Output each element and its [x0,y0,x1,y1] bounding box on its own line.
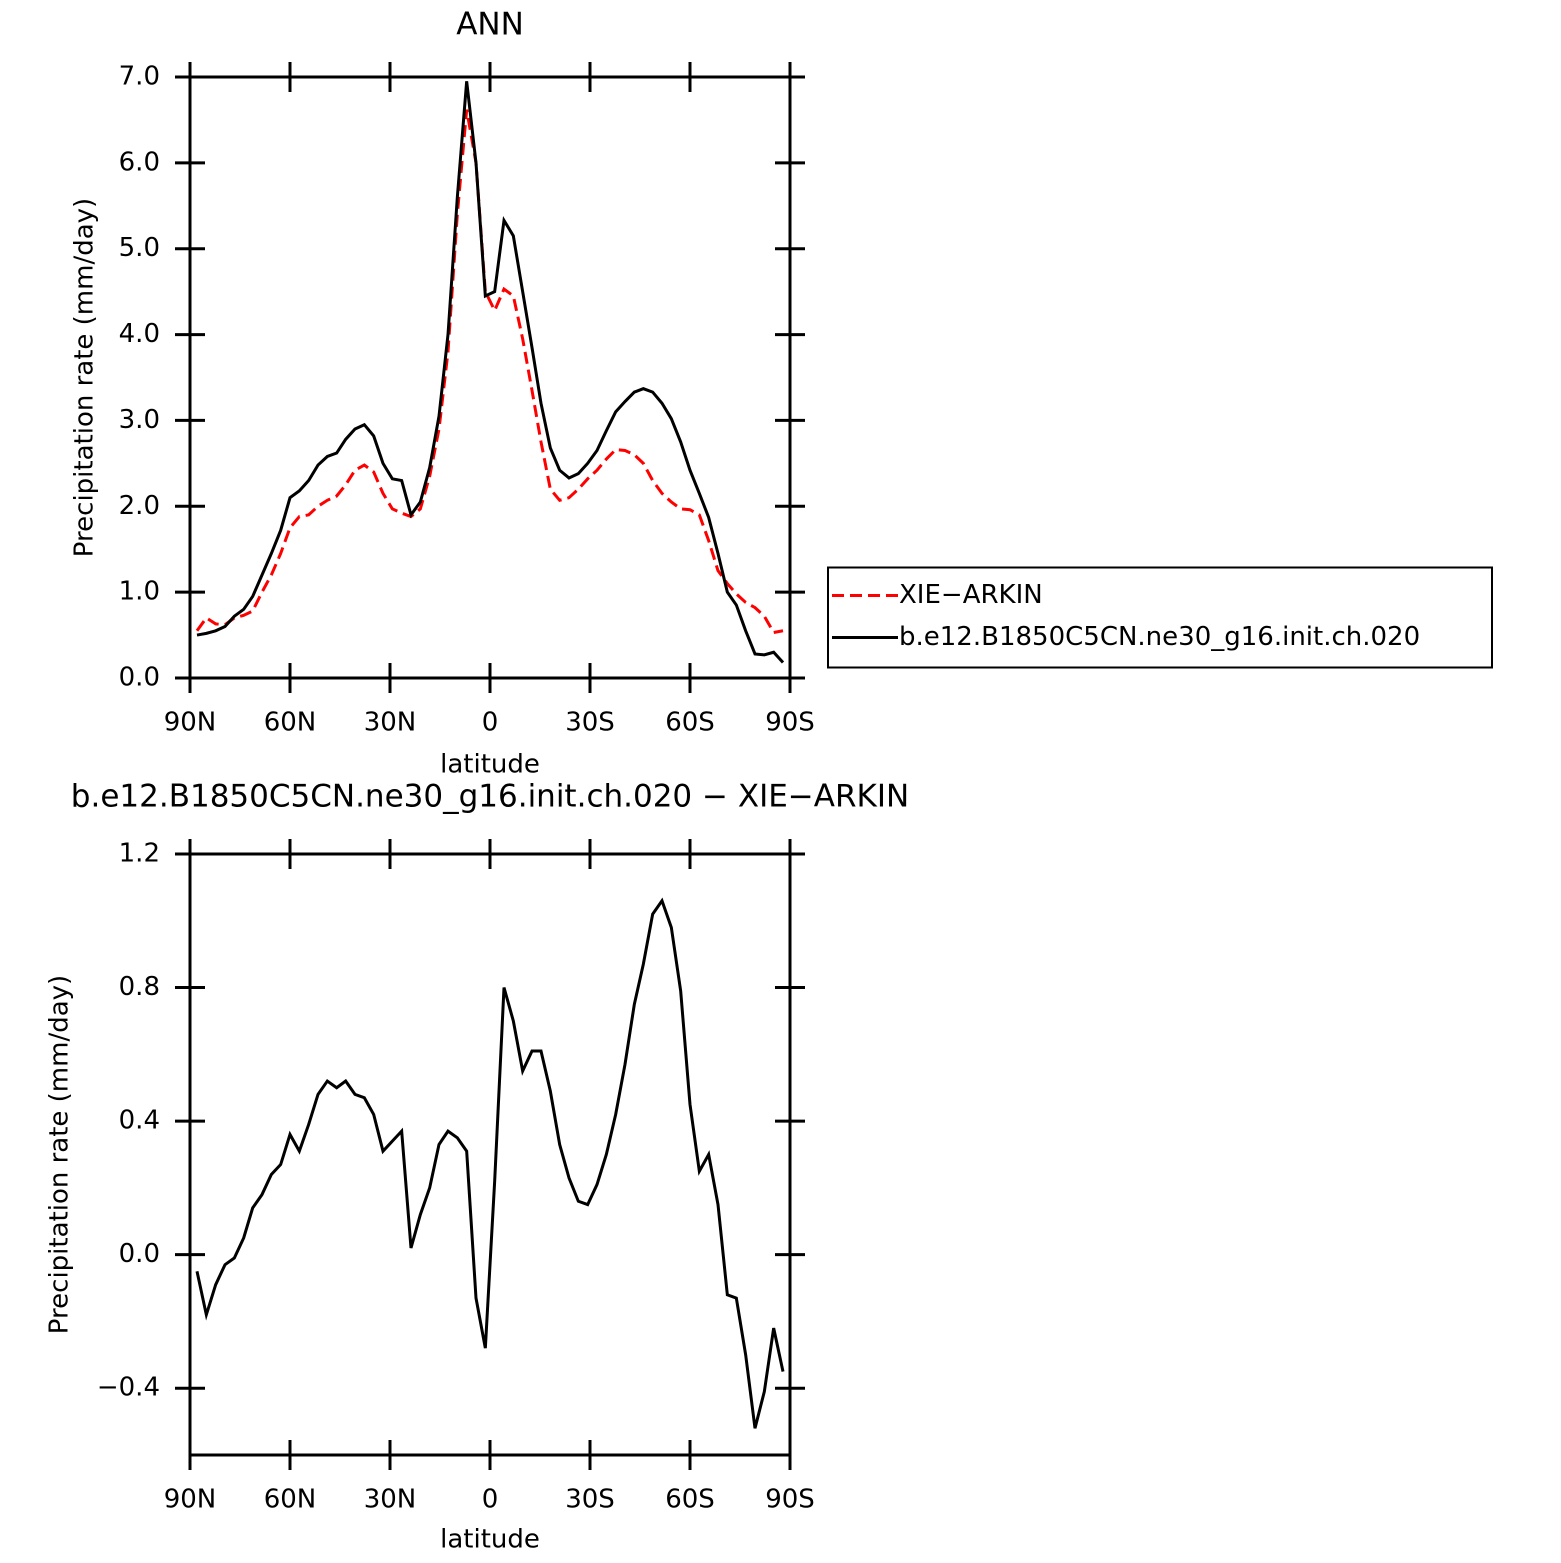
y-tick-label: −0.4 [97,1373,160,1403]
y-tick-label: 5.0 [119,233,160,263]
legend-box [827,566,1493,669]
x-axis-label: latitude [440,1525,540,1555]
y-tick-label: 6.0 [119,147,160,177]
y-tick-label: 0.4 [119,1106,160,1136]
x-tick-label: 60N [264,1485,317,1515]
x-tick-label: 30N [364,708,417,738]
series-line [196,81,785,664]
y-tick-label: 1.2 [119,839,160,869]
x-tick-label: 60S [665,1485,715,1515]
x-tick-label: 90S [765,708,815,738]
x-tick-label: 30S [565,708,615,738]
x-axis-label: latitude [440,750,540,780]
legend-label: b.e12.B1850C5CN.ne30_g16.init.ch.020 [899,622,1420,652]
y-axis-label: Precipitation rate (mm/day) [70,198,100,557]
y-tick-label: 7.0 [119,62,160,92]
chart-title: ANN [456,7,524,43]
x-tick-label: 90N [164,708,217,738]
plot-frame [188,75,792,680]
x-tick-label: 0 [482,708,499,738]
x-tick-label: 90S [765,1485,815,1515]
y-tick-label: 4.0 [119,319,160,349]
y-tick-label: 0.0 [119,663,160,693]
y-tick-label: 1.0 [119,577,160,607]
x-tick-label: 30N [364,1485,417,1515]
x-tick-label: 60S [665,708,715,738]
x-tick-label: 0 [482,1485,499,1515]
series-line [195,897,785,1429]
y-axis-label: Precipitation rate (mm/day) [45,975,75,1334]
legend-label: XIE−ARKIN [899,580,1043,610]
y-tick-label: 0.8 [119,972,160,1002]
plot-frame [188,852,792,1457]
chart-title: b.e12.B1850C5CN.ne30_g16.init.ch.020 − X… [71,779,909,815]
x-tick-label: 90N [164,1485,217,1515]
y-tick-label: 2.0 [119,491,160,521]
y-tick-label: 0.0 [119,1239,160,1269]
y-tick-label: 3.0 [119,405,160,435]
x-tick-label: 60N [264,708,317,738]
x-tick-label: 30S [565,1485,615,1515]
series-line [195,109,784,635]
